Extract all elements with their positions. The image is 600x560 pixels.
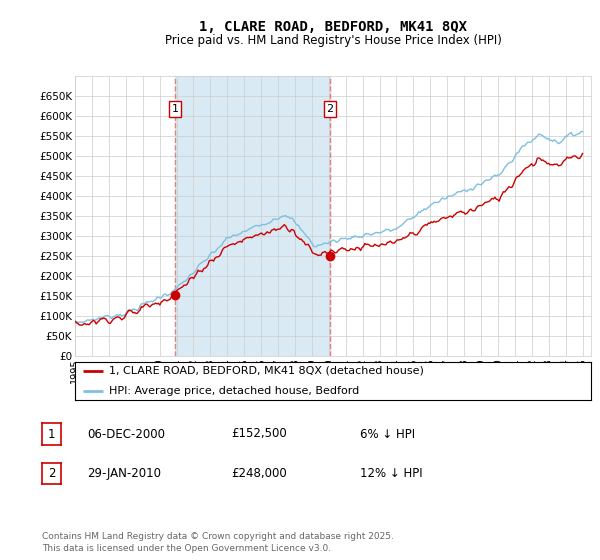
Text: 1, CLARE ROAD, BEDFORD, MK41 8QX (detached house): 1, CLARE ROAD, BEDFORD, MK41 8QX (detach… [109,366,424,376]
Text: £248,000: £248,000 [231,466,287,480]
Text: Contains HM Land Registry data © Crown copyright and database right 2025.
This d: Contains HM Land Registry data © Crown c… [42,532,394,553]
Text: 29-JAN-2010: 29-JAN-2010 [87,466,161,480]
Text: 2: 2 [326,104,334,114]
Text: 1, CLARE ROAD, BEDFORD, MK41 8QX: 1, CLARE ROAD, BEDFORD, MK41 8QX [199,20,467,34]
Text: HPI: Average price, detached house, Bedford: HPI: Average price, detached house, Bedf… [109,386,359,396]
Text: 06-DEC-2000: 06-DEC-2000 [87,427,165,441]
Text: 1: 1 [172,104,179,114]
Text: Price paid vs. HM Land Registry's House Price Index (HPI): Price paid vs. HM Land Registry's House … [164,34,502,47]
Text: 12% ↓ HPI: 12% ↓ HPI [360,466,422,480]
Text: 1: 1 [48,427,55,441]
Text: 6% ↓ HPI: 6% ↓ HPI [360,427,415,441]
Text: £152,500: £152,500 [231,427,287,441]
Bar [175,76,330,356]
Text: 2: 2 [48,466,55,480]
